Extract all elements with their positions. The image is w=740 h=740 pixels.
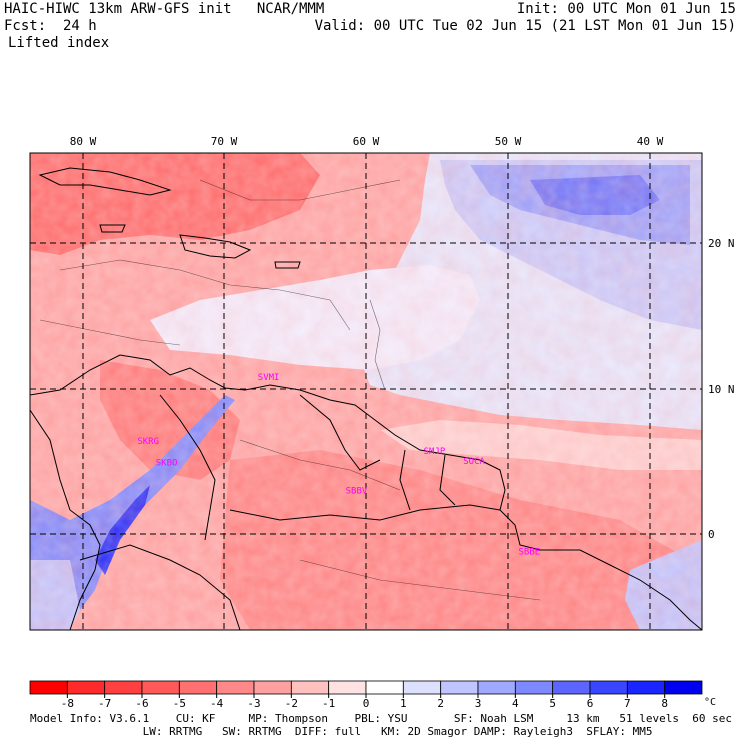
colorbar-tick-label: -2 — [285, 697, 298, 710]
station-label: SBBV — [346, 486, 368, 496]
colorbar-tick-label: 4 — [512, 697, 519, 710]
colorbar-tick-label: 7 — [624, 697, 631, 710]
lat-label: 10 N — [708, 383, 735, 396]
coast-pacific — [30, 409, 101, 630]
colorbar-box — [514, 680, 554, 695]
lat-label: 20 N — [708, 237, 735, 250]
station-label: SVMI — [258, 373, 280, 383]
colorbar-tick-label: 5 — [549, 697, 556, 710]
coast-puerto-rico — [274, 261, 301, 269]
station-label: SKBO — [156, 459, 178, 469]
coast-cuba — [38, 167, 172, 196]
map-frame — [29, 152, 703, 631]
station-label: SKRG — [137, 437, 159, 447]
field-texture — [30, 153, 702, 630]
border-peru — [79, 544, 241, 630]
station-label: SOCA — [463, 457, 485, 467]
li-contours — [39, 179, 541, 601]
lon-axis-labels: 80 W 70 W 60 W 50 W 40 W — [70, 135, 664, 148]
colorbar-tick-label: -5 — [173, 697, 186, 710]
field-name: Lifted index — [8, 35, 110, 51]
graticule — [30, 153, 702, 630]
coast-hispaniola — [179, 234, 252, 259]
colorbar-tick-label: -7 — [98, 697, 111, 710]
colorbar-tick-label: 0 — [363, 697, 370, 710]
model-title: HAIC-HIWC 13km ARW-GFS init NCAR/MMM — [4, 1, 325, 17]
colorbar-box — [552, 680, 591, 695]
lon-label: 80 W — [70, 135, 97, 148]
lon-label: 60 W — [353, 135, 380, 148]
colorbar-box — [290, 680, 330, 695]
colorbar-ticks: -8 -7 -6 -5 -4 -3 -2 -1 0 1 2 3 4 5 6 7 8 — [61, 694, 668, 710]
colorbar-tick-label: 3 — [475, 697, 482, 710]
colorbar-box — [440, 680, 479, 695]
colorbar-tick-label: 2 — [437, 697, 444, 710]
station-label: SBBE — [519, 547, 541, 557]
model-info-line1: Model Info: V3.6.1 CU: KF MP: Thompson P… — [30, 712, 732, 725]
lon-label: 40 W — [637, 135, 664, 148]
colorbar-box — [104, 680, 143, 695]
colorbar-box — [477, 680, 516, 695]
lon-label: 70 W — [211, 135, 238, 148]
colorbar-box — [365, 680, 404, 695]
colorbar-box — [29, 680, 68, 695]
lat-label: 0 — [708, 528, 715, 541]
colorbar-tick-label: -3 — [247, 697, 260, 710]
colorbar-box — [141, 680, 180, 695]
colorbar-boxes — [29, 680, 703, 695]
forecast-hour: Fcst: 24 h — [4, 18, 97, 34]
coast-jamaica — [99, 224, 126, 233]
model-info-line2: LW: RRTMG SW: RRTMG DIFF: full KM: 2D Sm… — [30, 725, 653, 738]
station-label: SMJP — [424, 447, 446, 457]
lat-axis-labels: 20 N 10 N 0 — [708, 237, 735, 541]
colorbar-tick-label: -1 — [322, 697, 335, 710]
colorbar-box — [178, 680, 218, 695]
colorbar-box — [664, 680, 703, 695]
init-time: Init: 00 UTC Mon 01 Jun 15 — [516, 1, 736, 17]
colorbar-tick-label: -6 — [135, 697, 148, 710]
border-suriname-guiana — [439, 454, 456, 506]
colorbar-box — [216, 680, 255, 695]
station-markers: SKBO SVMI SKRG SBBV SMJP SOCA SBBE — [137, 373, 540, 558]
border-venezuela-guyana — [299, 394, 381, 471]
colorbar-tick-label: 6 — [587, 697, 594, 710]
colorbar-box — [253, 680, 292, 695]
colorbar-box — [589, 680, 628, 695]
colorbar-box — [626, 680, 666, 695]
colorbar-tick-label: 8 — [661, 697, 668, 710]
colorbar-box — [328, 680, 367, 695]
colorbar-box — [66, 680, 106, 695]
colorbar-tick-label: -8 — [61, 697, 74, 710]
coast-south-america — [30, 354, 702, 630]
border-guyana-suriname — [399, 449, 411, 511]
colorbar-unit: °C — [704, 697, 716, 708]
coastlines — [30, 167, 702, 630]
colorbar-tick-label: -4 — [210, 697, 224, 710]
valid-time: Valid: 00 UTC Tue 02 Jun 15 (21 LST Mon … — [314, 18, 736, 34]
colorbar-box — [402, 680, 442, 695]
colorbar-tick-label: 1 — [400, 697, 407, 710]
border-brazil-north — [229, 504, 501, 521]
lon-label: 50 W — [495, 135, 522, 148]
border-colombia-venezuela — [159, 394, 216, 541]
